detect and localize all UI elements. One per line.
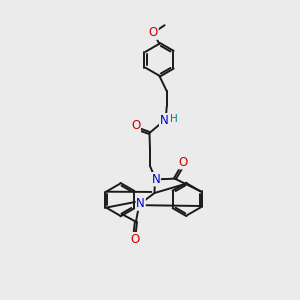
Text: O: O — [131, 118, 140, 131]
Text: N: N — [160, 114, 168, 127]
Text: O: O — [179, 156, 188, 169]
Text: N: N — [152, 173, 160, 186]
Text: O: O — [149, 26, 158, 39]
Text: H: H — [170, 114, 178, 124]
Text: O: O — [130, 233, 139, 246]
Text: N: N — [136, 197, 145, 210]
